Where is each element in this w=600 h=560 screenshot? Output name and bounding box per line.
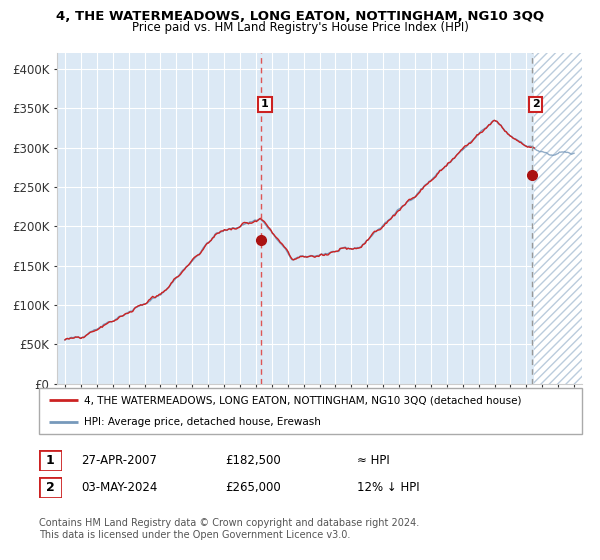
FancyBboxPatch shape — [39, 388, 582, 434]
Text: Contains HM Land Registry data © Crown copyright and database right 2024.
This d: Contains HM Land Registry data © Crown c… — [39, 518, 419, 540]
Text: 12% ↓ HPI: 12% ↓ HPI — [357, 480, 419, 494]
Text: 4, THE WATERMEADOWS, LONG EATON, NOTTINGHAM, NG10 3QQ (detached house): 4, THE WATERMEADOWS, LONG EATON, NOTTING… — [83, 395, 521, 405]
Text: £265,000: £265,000 — [225, 480, 281, 494]
FancyBboxPatch shape — [39, 450, 62, 471]
Text: 2: 2 — [532, 99, 539, 109]
Text: Price paid vs. HM Land Registry's House Price Index (HPI): Price paid vs. HM Land Registry's House … — [131, 21, 469, 34]
FancyBboxPatch shape — [39, 477, 62, 498]
Text: HPI: Average price, detached house, Erewash: HPI: Average price, detached house, Erew… — [83, 417, 320, 427]
Text: 03-MAY-2024: 03-MAY-2024 — [81, 480, 157, 494]
Text: 1: 1 — [261, 99, 269, 109]
Text: ≈ HPI: ≈ HPI — [357, 454, 390, 467]
Text: £182,500: £182,500 — [225, 454, 281, 467]
Text: 27-APR-2007: 27-APR-2007 — [81, 454, 157, 467]
Text: 1: 1 — [46, 454, 55, 467]
Text: 4, THE WATERMEADOWS, LONG EATON, NOTTINGHAM, NG10 3QQ: 4, THE WATERMEADOWS, LONG EATON, NOTTING… — [56, 10, 544, 23]
Text: 2: 2 — [46, 480, 55, 494]
